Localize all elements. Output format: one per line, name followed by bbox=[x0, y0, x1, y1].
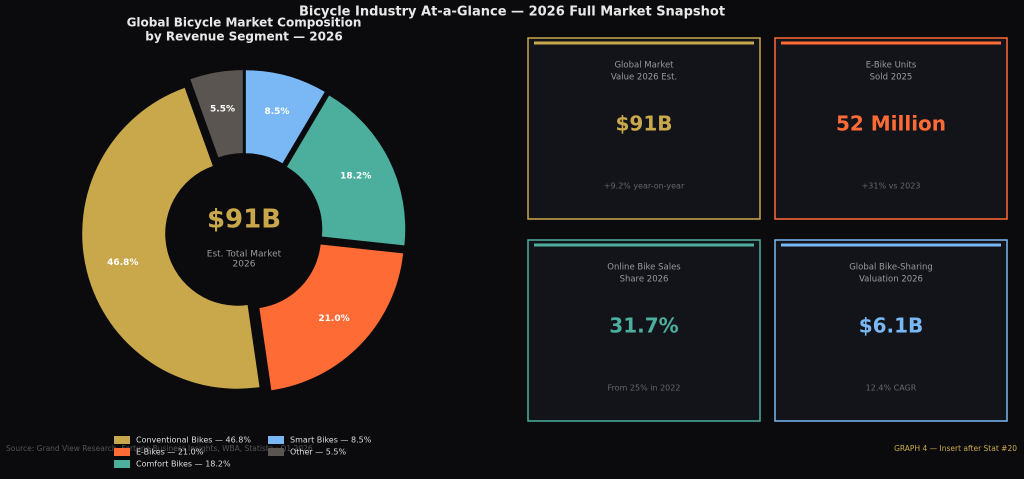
slice-label: 46.8% bbox=[107, 258, 138, 268]
center-label: 2026 bbox=[233, 260, 256, 270]
pie-slice bbox=[259, 244, 404, 391]
source: Source: Grand View Research, Fortune Bus… bbox=[6, 444, 313, 453]
card-label: Sold 2025 bbox=[870, 73, 913, 83]
card-value: 31.7% bbox=[609, 314, 678, 338]
chart-title: by Revenue Segment — 2026 bbox=[145, 30, 342, 44]
chart-title: Global Bicycle Market Composition bbox=[127, 16, 362, 30]
pie-slice bbox=[245, 70, 325, 164]
legend-swatch bbox=[114, 460, 130, 468]
legend-label: Other — 5.5% bbox=[290, 448, 347, 457]
card-label: Online Bike Sales bbox=[607, 263, 681, 273]
card-note: 12.4% CAGR bbox=[866, 384, 917, 393]
legend-label: Comfort Bikes — 18.2% bbox=[136, 460, 231, 469]
card-value: $91B bbox=[616, 112, 673, 136]
footer: GRAPH 4 — Insert after Stat #20 bbox=[894, 444, 1017, 453]
pie-slice bbox=[82, 87, 260, 389]
kpi-card bbox=[774, 37, 1008, 220]
card-label: Share 2026 bbox=[620, 275, 669, 285]
legend-swatch bbox=[114, 436, 130, 444]
card-value: 52 Million bbox=[836, 112, 946, 136]
page-title: Bicycle Industry At-a-Glance — 2026 Full… bbox=[299, 5, 725, 20]
card-label: Value 2026 Est. bbox=[611, 73, 677, 83]
center-label: Est. Total Market bbox=[207, 250, 282, 260]
slice-label: 8.5% bbox=[264, 107, 289, 117]
pie-slice bbox=[286, 95, 406, 246]
card-value: $6.1B bbox=[859, 314, 924, 338]
card-note: +31% vs 2023 bbox=[862, 182, 921, 191]
card-label: Global Market bbox=[614, 61, 674, 71]
slice-label: 18.2% bbox=[340, 171, 371, 181]
legend-label: Smart Bikes — 8.5% bbox=[290, 436, 372, 445]
kpi-card bbox=[774, 239, 1008, 422]
center-value: $91B bbox=[207, 205, 281, 235]
card-label: E-Bike Units bbox=[866, 61, 917, 71]
legend-label: Conventional Bikes — 46.8% bbox=[136, 436, 251, 445]
legend-swatch bbox=[268, 436, 284, 444]
pie-slice bbox=[190, 70, 243, 158]
kpi-card bbox=[527, 37, 761, 220]
slice-label: 21.0% bbox=[318, 314, 349, 324]
slice-label: 5.5% bbox=[210, 104, 235, 114]
legend-swatch bbox=[114, 448, 130, 456]
kpi-card bbox=[527, 239, 761, 422]
card-note: +9.2% year-on-year bbox=[604, 182, 685, 191]
card-note: From 25% in 2022 bbox=[608, 384, 681, 393]
card-label: Valuation 2026 bbox=[859, 275, 923, 285]
card-label: Global Bike-Sharing bbox=[849, 263, 933, 273]
legend-label: E-Bikes — 21.0% bbox=[136, 448, 204, 457]
legend-swatch bbox=[268, 448, 284, 456]
